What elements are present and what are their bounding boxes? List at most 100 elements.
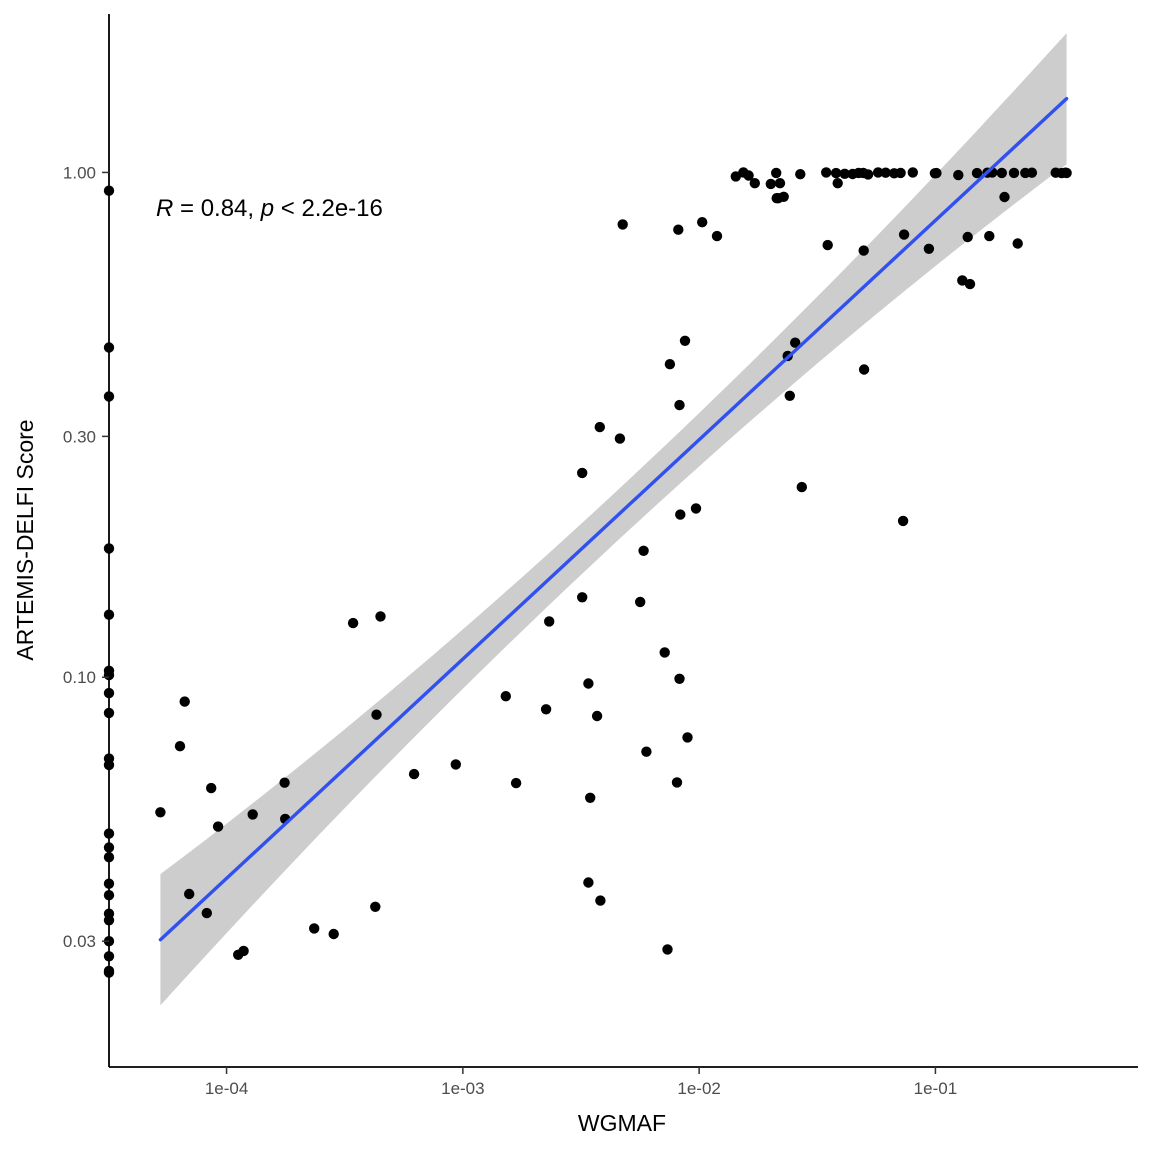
data-point [370,901,381,912]
data-point [212,821,224,832]
x-tick-label: 1e-03 [441,1079,484,1098]
data-point [743,170,754,181]
r-symbol: R [156,195,173,222]
data-point [858,245,869,256]
data-point [795,169,806,180]
data-point [594,421,605,433]
data-point [1061,167,1072,179]
data-point [675,509,686,520]
data-point [174,741,186,752]
data-point [931,167,942,179]
fit-line-layer [158,96,1069,942]
data-point [898,229,910,240]
data-point [897,515,909,527]
data-point [923,243,935,254]
data-point [984,230,995,242]
fit-line [158,96,1069,942]
data-point [375,611,386,622]
data-point [774,178,786,189]
data-point [953,169,964,181]
data-point [674,673,685,684]
data-point [279,777,290,788]
data-point [697,217,708,228]
data-point [247,809,258,820]
x-tick-label: 1e-04 [205,1079,248,1098]
data-point [583,678,594,689]
data-point [500,691,511,702]
data-point [206,782,217,794]
correlation-annotation: R = 0.84, p < 2.2e-16 [156,195,383,222]
y-tick-label: 0.10 [63,668,96,687]
data-point [784,390,795,401]
data-point [749,178,760,189]
data-point [796,481,807,493]
data-point [179,696,190,707]
data-point [895,167,906,179]
data-point [999,191,1010,203]
data-point [964,278,976,290]
x-tick-label: 1e-02 [677,1079,720,1098]
data-point [659,647,670,658]
data-point [673,224,684,235]
data-point [1012,238,1023,249]
y-tick-label: 0.30 [63,427,96,446]
data-point [830,167,842,179]
data-point [996,167,1007,179]
data-point [577,592,588,603]
data-point [778,191,789,202]
data-point [839,168,850,179]
x-axis-title: WGMAF [578,1110,666,1136]
data-point [765,178,776,190]
data-point [790,337,801,348]
data-point [907,167,918,178]
data-point [822,239,833,251]
data-point [674,399,685,411]
data-point [641,746,652,757]
data-point [662,944,673,955]
data-point [583,877,594,888]
data-point [771,167,782,179]
data-point [858,364,870,375]
data-point [510,777,522,789]
data-point [880,167,891,178]
data-point [872,167,884,178]
data-point [690,503,702,514]
data-point [577,467,588,479]
data-point [617,219,628,230]
data-point [544,616,555,627]
data-point [664,359,676,370]
r-value: = 0.84, [173,195,260,222]
data-point [682,732,693,743]
data-point [155,807,166,818]
data-point [371,709,382,720]
y-tick-label: 0.03 [63,932,96,951]
data-point [614,433,626,444]
data-point [671,777,683,788]
data-point [585,792,596,803]
data-point [679,335,691,346]
data-point [591,710,603,722]
x-tick-label: 1e-01 [914,1079,957,1098]
data-point [540,704,552,715]
data-point [309,923,320,934]
data-point [1026,167,1038,178]
data-point [862,169,874,180]
data-point [450,759,461,770]
y-axis-title: ARTEMIS-DELFI Score [12,419,38,660]
data-point [595,895,606,906]
data-point [971,167,983,179]
p-symbol: p [260,195,274,222]
data-point [711,230,723,242]
p-value: < 2.2e-16 [274,195,383,222]
data-point [328,928,339,940]
data-point [957,275,968,286]
data-point [238,945,249,957]
data-point [1008,167,1020,179]
y-tick-label: 1.00 [63,163,96,182]
data-point [832,178,843,189]
data-point [184,888,195,900]
axes-layer [108,14,1138,1068]
data-point [201,907,212,919]
data-point [347,617,359,629]
